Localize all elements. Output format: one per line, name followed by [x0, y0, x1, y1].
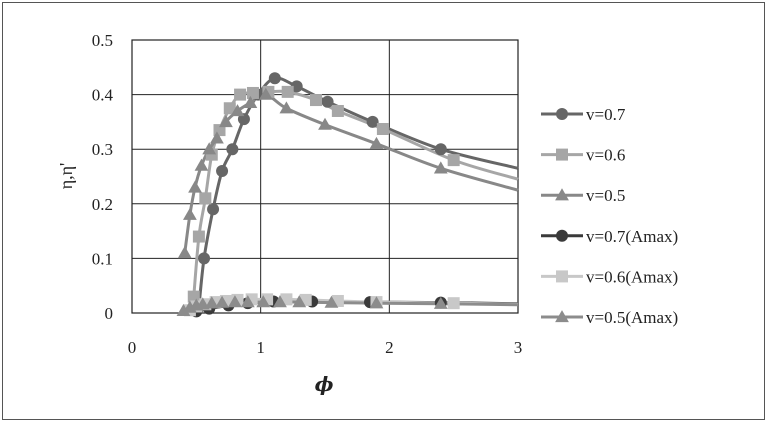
data-point: [279, 101, 294, 114]
data-point: [177, 246, 192, 259]
data-point: [281, 85, 294, 98]
legend-label: v=0.5(Amax): [586, 308, 678, 327]
data-point: [188, 180, 202, 193]
data-point: [223, 102, 236, 115]
data-point: [292, 295, 307, 308]
y-axis-ticks: 0 0.1 0.2 0.3 0.4 0.5: [92, 31, 114, 323]
grid-lines: [131, 39, 519, 314]
legend-marker: [556, 148, 568, 161]
legend-label: v=0.6: [586, 146, 625, 165]
legend-item: v=0.5: [541, 186, 625, 205]
data-point: [207, 203, 220, 216]
data-point: [376, 122, 389, 135]
data-point: [240, 295, 255, 308]
data-point: [309, 94, 322, 107]
x-tick-label: 0: [128, 338, 137, 357]
data-point: [198, 252, 211, 265]
data-point: [433, 161, 448, 174]
plot-area: [131, 39, 519, 314]
legend-marker: [556, 270, 568, 283]
legend-label: v=0.5: [586, 186, 625, 205]
data-point: [290, 80, 303, 93]
data-point: [230, 104, 245, 117]
legend-item: v=0.7(Amax): [541, 227, 678, 246]
data-point: [194, 158, 209, 171]
data-point: [183, 207, 197, 220]
legend-marker: [555, 310, 569, 323]
chart-frame: [2, 2, 765, 420]
x-axis-label: ϕ: [315, 372, 334, 396]
y-tick-label: 0.5: [92, 31, 113, 50]
data-point: [321, 95, 334, 108]
data-point: [243, 95, 258, 108]
data-point: [434, 143, 447, 156]
x-tick-label: 3: [514, 338, 523, 357]
data-point: [258, 87, 273, 100]
data-point: [215, 295, 229, 308]
data-point: [192, 230, 205, 243]
legend-item: v=0.5(Amax): [541, 308, 678, 327]
data-point: [268, 72, 281, 85]
data-point: [234, 88, 247, 101]
series-markers: [176, 72, 460, 318]
data-point: [204, 296, 219, 309]
data-point: [447, 154, 460, 167]
data-point: [226, 143, 239, 156]
y-tick-label: 0.4: [92, 86, 114, 105]
legend-label: v=0.7(Amax): [586, 227, 678, 246]
data-point: [202, 142, 217, 155]
data-point: [366, 115, 379, 128]
series-line: [183, 93, 519, 254]
legend-item: v=0.6(Amax): [541, 267, 678, 286]
data-point: [199, 192, 212, 205]
data-point: [369, 296, 384, 309]
data-point: [210, 131, 224, 144]
series-line: [197, 76, 519, 308]
data-point: [246, 86, 259, 99]
legend-label: v=0.6(Amax): [586, 267, 678, 286]
data-point: [369, 136, 384, 149]
legend-marker: [556, 108, 568, 120]
legend-marker: [556, 229, 568, 242]
data-point: [228, 295, 242, 308]
legend-label: v=0.7: [586, 105, 626, 124]
x-axis-ticks: 0 1 2 3: [128, 338, 523, 357]
x-tick-label: 1: [256, 338, 265, 357]
data-point: [216, 165, 229, 178]
legend-item: v=0.6: [541, 146, 625, 165]
y-axis-label: η,η': [56, 163, 76, 190]
x-tick-label: 2: [385, 338, 394, 357]
data-point: [237, 113, 250, 126]
legend-item: v=0.7: [541, 105, 626, 124]
y-tick-label: 0.2: [92, 195, 113, 214]
legend: v=0.7 v=0.6 v=0.5 v=0.7(Amax) v=0.6(Amax) v=0…: [541, 105, 678, 327]
data-point: [318, 117, 332, 130]
data-point: [433, 296, 448, 309]
data-point: [331, 104, 344, 117]
data-point: [273, 295, 287, 308]
legend-marker: [555, 188, 569, 201]
data-point: [324, 295, 339, 308]
y-tick-label: 0.1: [92, 249, 113, 268]
plot-border: [131, 39, 519, 314]
data-point: [176, 303, 191, 316]
data-point: [219, 115, 233, 128]
y-tick-label: 0.3: [92, 140, 113, 159]
y-tick-label: 0: [105, 304, 114, 323]
data-point: [256, 295, 271, 308]
data-point: [447, 297, 460, 310]
